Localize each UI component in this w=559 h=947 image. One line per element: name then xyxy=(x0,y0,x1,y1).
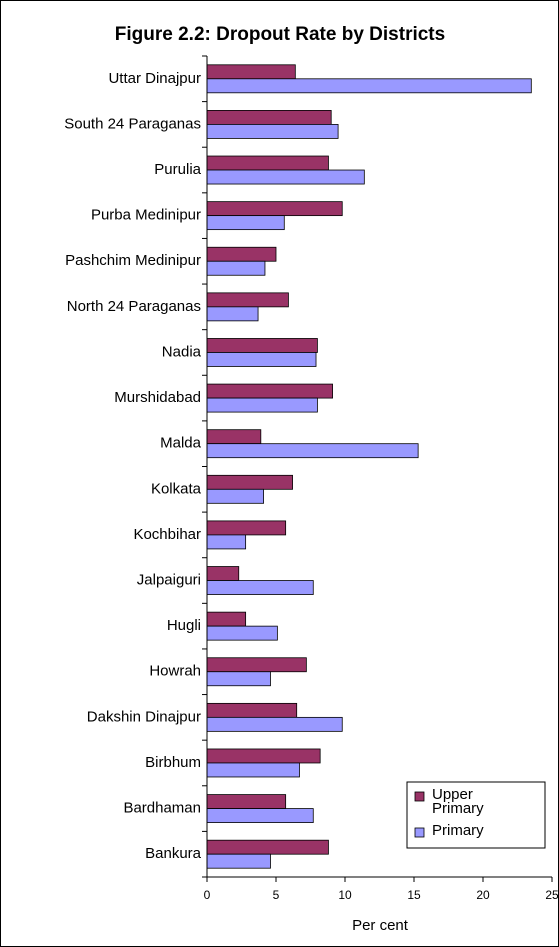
bar xyxy=(206,808,314,823)
bar xyxy=(206,260,266,276)
bar xyxy=(206,246,277,262)
y-tick-label: Kochbihar xyxy=(133,526,201,543)
x-tick-label: 0 xyxy=(204,888,211,902)
y-tick-label: Hugli xyxy=(167,617,201,634)
bar xyxy=(206,201,343,217)
y-tick-label: North 24 Paraganas xyxy=(67,298,201,315)
y-tick-label: Pashchim Medinipur xyxy=(65,252,201,269)
bar xyxy=(206,716,343,732)
legend-text: Primary xyxy=(432,824,484,839)
bar xyxy=(206,110,332,125)
bar xyxy=(206,64,296,80)
bar xyxy=(206,383,333,399)
y-tick-label: Murshidabad xyxy=(114,389,201,406)
bar xyxy=(206,488,264,504)
bar xyxy=(206,474,293,490)
y-tick-label: Bankura xyxy=(145,845,202,862)
bar xyxy=(206,566,240,581)
legend-label: Upper Primary xyxy=(432,788,484,817)
bar xyxy=(206,443,419,459)
y-tick-label: Purulia xyxy=(154,161,201,178)
bar xyxy=(206,397,318,413)
legend-box xyxy=(406,781,546,849)
y-tick-label: Dakshin Dinajpur xyxy=(87,708,201,725)
bar xyxy=(206,155,329,171)
bar xyxy=(206,124,339,139)
x-tick-label: 20 xyxy=(476,888,490,902)
y-tick-label: Jalpaiguri xyxy=(137,571,201,588)
x-tick-label: 25 xyxy=(545,888,559,902)
y-tick-label: Birbhum xyxy=(145,754,201,771)
bar xyxy=(206,671,271,687)
bar xyxy=(206,292,289,308)
bar xyxy=(206,169,365,185)
bar xyxy=(206,625,278,641)
y-tick-label: Kolkata xyxy=(151,480,202,497)
bar xyxy=(206,762,300,778)
bar xyxy=(206,580,314,595)
bar xyxy=(206,611,247,627)
x-axis-label: Per cent xyxy=(352,917,409,934)
bar xyxy=(206,534,247,550)
bar xyxy=(206,429,262,445)
bar xyxy=(206,853,271,869)
bar xyxy=(206,78,532,94)
bar xyxy=(206,215,285,231)
y-tick-label: Malda xyxy=(160,435,202,452)
y-tick-label: Purba Medinipur xyxy=(91,207,201,224)
x-tick-label: 10 xyxy=(338,888,352,902)
legend-swatch xyxy=(414,791,425,802)
y-tick-label: Nadia xyxy=(162,343,202,360)
bar xyxy=(206,520,287,536)
bar xyxy=(206,352,317,367)
legend: Upper Primary Primary xyxy=(406,781,546,849)
bar xyxy=(206,338,318,353)
x-tick-label: 15 xyxy=(407,888,421,902)
legend-text: Upper Primary xyxy=(432,788,484,817)
y-tick-label: Uttar Dinajpur xyxy=(108,70,201,87)
chart-title: Figure 2.2: Dropout Rate by Districts xyxy=(115,24,445,45)
legend-swatch xyxy=(414,827,425,838)
bar xyxy=(206,306,259,322)
bar xyxy=(206,794,287,809)
x-tick-label: 5 xyxy=(273,888,280,902)
bar xyxy=(206,702,298,718)
bar xyxy=(206,839,329,855)
y-tick-label: Bardhaman xyxy=(123,800,201,817)
y-tick-label: Howrah xyxy=(149,663,201,680)
bar xyxy=(206,657,307,673)
legend-label: Primary xyxy=(432,824,484,839)
y-tick-label: South 24 Paraganas xyxy=(64,115,201,132)
bar xyxy=(206,748,321,764)
